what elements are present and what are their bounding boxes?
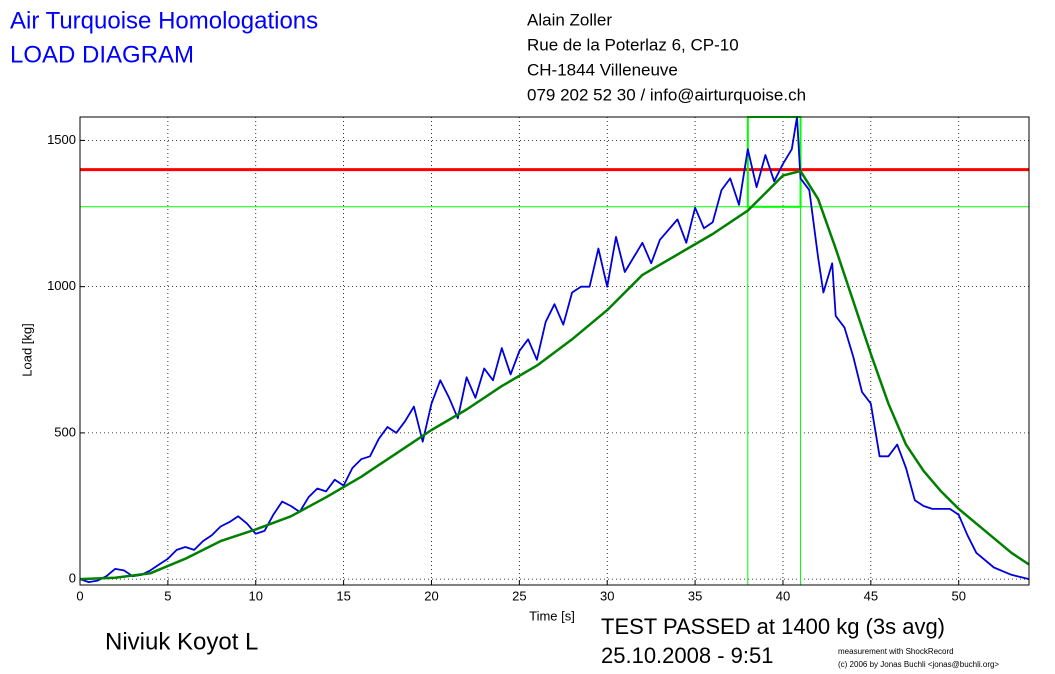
- x-axis-label: Time [s]: [529, 608, 575, 623]
- address-line: Alain Zoller: [527, 10, 612, 29]
- credit: (c) 2006 by Jonas Buchli <jonas@buchli.o…: [838, 660, 999, 669]
- plot-border: [79, 116, 1030, 586]
- title: Air Turquoise Homologations: [10, 7, 318, 34]
- x-tick-label: 30: [600, 588, 614, 603]
- x-tick-label: 20: [424, 588, 438, 603]
- series-line: [79, 169, 1030, 581]
- result: TEST PASSED at 1400 kg (3s avg): [601, 614, 945, 639]
- date: 25.10.2008 - 9:51: [601, 643, 773, 668]
- x-tick-label: 5: [164, 588, 171, 603]
- x-tick-label: 35: [688, 588, 702, 603]
- address-line: Rue de la Poterlaz 6, CP-10: [527, 35, 739, 54]
- x-tick-label: 25: [512, 588, 526, 603]
- address-line: CH-1844 Villeneuve: [527, 60, 678, 79]
- x-tick-label: 10: [249, 588, 263, 603]
- x-tick-label: 45: [864, 588, 878, 603]
- series-line: [79, 116, 1030, 583]
- x-tick-label: 50: [951, 588, 965, 603]
- x-tick-label: 0: [76, 588, 83, 603]
- y-tick-label: 1500: [47, 132, 76, 147]
- subtitle: LOAD DIAGRAM: [10, 41, 194, 68]
- y-axis-label: Load [kg]: [19, 323, 34, 377]
- credit: measurement with ShockRecord: [838, 647, 954, 656]
- y-tick-label: 1000: [47, 278, 76, 293]
- x-tick-label: 15: [336, 588, 350, 603]
- glider-name: Niviuk Koyot L: [105, 628, 258, 655]
- address-line: 079 202 52 30 / info@airturquoise.ch: [527, 85, 806, 104]
- x-tick-label: 40: [776, 588, 790, 603]
- y-tick-label: 500: [54, 424, 76, 439]
- y-tick-label: 0: [69, 571, 76, 586]
